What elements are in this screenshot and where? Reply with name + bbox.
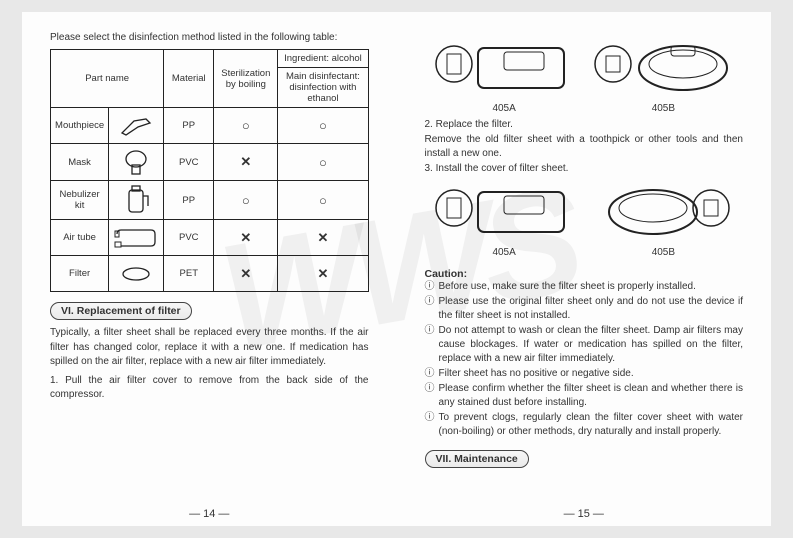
page-number: — 14 — [22, 508, 397, 520]
table-row: Mouthpiece PP ○ ○ [51, 108, 369, 144]
cell-alc: ○ [278, 144, 368, 181]
th-part: Part name [51, 50, 164, 108]
cell-name: Filter [51, 256, 109, 292]
cell-alc: ○ [278, 108, 368, 144]
device-row-1: 405A 405B [425, 34, 744, 114]
caution-item: ⓘTo prevent clogs, regularly clean the f… [425, 411, 744, 439]
device-405b: 405B [593, 178, 733, 258]
section-7-heading: VII. Maintenance [425, 450, 529, 468]
info-icon: ⓘ [425, 411, 439, 439]
caution-text: Please confirm whether the filter sheet … [439, 382, 744, 410]
mask-icon [109, 144, 164, 181]
cell-material: PP [164, 108, 214, 144]
cell-material: PP [164, 181, 214, 220]
cell-boil: ○ [214, 108, 278, 144]
info-icon: ⓘ [425, 280, 439, 294]
device-405b: 405B [593, 34, 733, 114]
caution-text: Please use the original filter sheet onl… [439, 295, 744, 323]
intro-text: Please select the disinfection method li… [50, 32, 369, 43]
cell-boil: ✕ [214, 144, 278, 181]
caution-list: ⓘBefore use, make sure the filter sheet … [425, 280, 744, 440]
caution-item: ⓘBefore use, make sure the filter sheet … [425, 280, 744, 294]
step-1: 1. Pull the air filter cover to remove f… [50, 374, 369, 403]
airtube-icon [109, 220, 164, 256]
cell-boil: ✕ [214, 220, 278, 256]
page-14: Please select the disinfection method li… [22, 12, 397, 526]
caution-item: ⓘFilter sheet has no positive or negativ… [425, 367, 744, 381]
device-row-2: 405A 405B [425, 178, 744, 258]
page-number: — 15 — [397, 508, 772, 520]
caution-item: ⓘPlease confirm whether the filter sheet… [425, 382, 744, 410]
cell-alc: ○ [278, 181, 368, 220]
page-15: 405A 405B 2. Replace the filter. Remove … [397, 12, 772, 526]
caution-text: To prevent clogs, regularly clean the fi… [439, 411, 744, 439]
replacement-para: Typically, a filter sheet shall be repla… [50, 326, 369, 370]
manual-spread: WWS Please select the disinfection metho… [22, 12, 771, 526]
table-row: Mask PVC ✕ ○ [51, 144, 369, 181]
step-3: 3. Install the cover of filter sheet. [425, 162, 744, 177]
table-row: Air tube PVC ✕ ✕ [51, 220, 369, 256]
info-icon: ⓘ [425, 324, 439, 366]
disinfection-table: Part name Material Sterilization by boil… [50, 49, 369, 292]
cell-alc: ✕ [278, 220, 368, 256]
th-material: Material [164, 50, 214, 108]
filter-icon [109, 256, 164, 292]
cell-material: PVC [164, 144, 214, 181]
nebulizer-icon [109, 181, 164, 220]
device-label: 405A [434, 103, 574, 114]
device-405a: 405A [434, 34, 574, 114]
info-icon: ⓘ [425, 295, 439, 323]
caution-item: ⓘDo not attempt to wash or clean the fil… [425, 324, 744, 366]
device-label: 405B [593, 247, 733, 258]
device-label: 405B [593, 103, 733, 114]
cell-alc: ✕ [278, 256, 368, 292]
cell-boil: ○ [214, 181, 278, 220]
cell-material: PVC [164, 220, 214, 256]
cell-name: Mouthpiece [51, 108, 109, 144]
th-alcohol-sub: Main disinfectant: disinfection with eth… [278, 68, 368, 108]
mouthpiece-icon [109, 108, 164, 144]
cell-material: PET [164, 256, 214, 292]
caution-heading: Caution: [425, 268, 744, 280]
step-2b: Remove the old filter sheet with a tooth… [425, 133, 744, 162]
caution-text: Before use, make sure the filter sheet i… [439, 280, 696, 294]
cell-name: Air tube [51, 220, 109, 256]
device-405a: 405A [434, 178, 574, 258]
info-icon: ⓘ [425, 367, 439, 381]
table-row: Nebulizer kit PP ○ ○ [51, 181, 369, 220]
cell-name: Mask [51, 144, 109, 181]
cell-name: Nebulizer kit [51, 181, 109, 220]
cell-boil: ✕ [214, 256, 278, 292]
th-alcohol-top: Ingredient: alcohol [278, 50, 368, 68]
caution-text: Filter sheet has no positive or negative… [439, 367, 634, 381]
step-2a: 2. Replace the filter. [425, 118, 744, 133]
th-boiling: Sterilization by boiling [214, 50, 278, 108]
device-label: 405A [434, 247, 574, 258]
caution-text: Do not attempt to wash or clean the filt… [439, 324, 744, 366]
table-row: Filter PET ✕ ✕ [51, 256, 369, 292]
caution-item: ⓘPlease use the original filter sheet on… [425, 295, 744, 323]
section-6-heading: VI. Replacement of filter [50, 302, 192, 320]
info-icon: ⓘ [425, 382, 439, 410]
